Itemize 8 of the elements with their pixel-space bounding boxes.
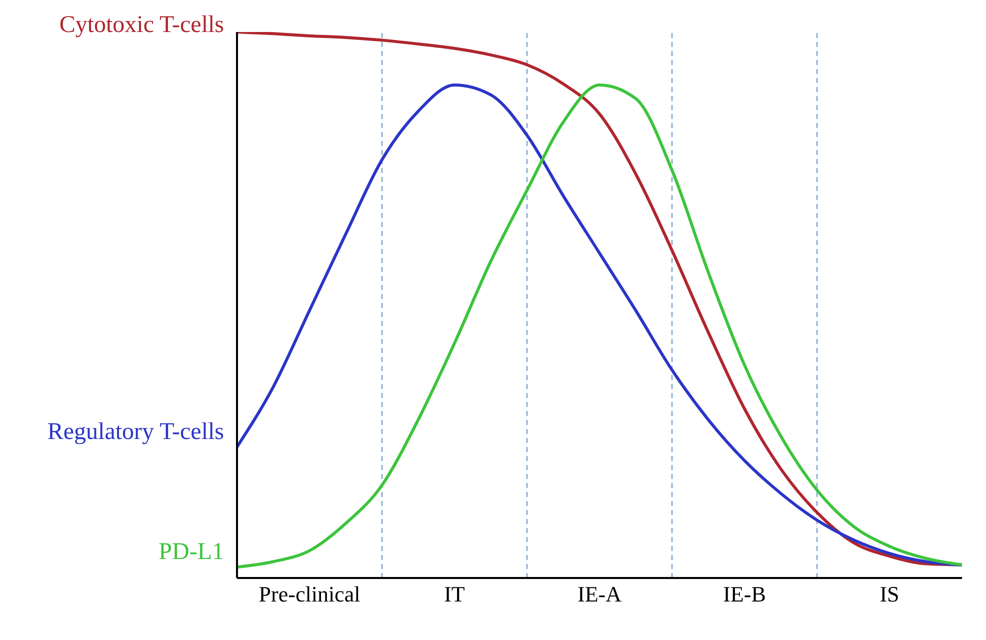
x-tick-label: IE-A xyxy=(578,582,622,607)
series-label: Regulatory T-cells xyxy=(47,418,224,446)
series-label: Cytotoxic T-cells xyxy=(59,12,224,39)
x-tick-label: Pre-clinical xyxy=(258,582,360,607)
x-tick-label: IT xyxy=(444,582,466,607)
x-tick-label: IS xyxy=(880,582,900,607)
x-tick-label: IE-B xyxy=(723,582,766,607)
series-label: PD-L1 xyxy=(158,539,224,566)
